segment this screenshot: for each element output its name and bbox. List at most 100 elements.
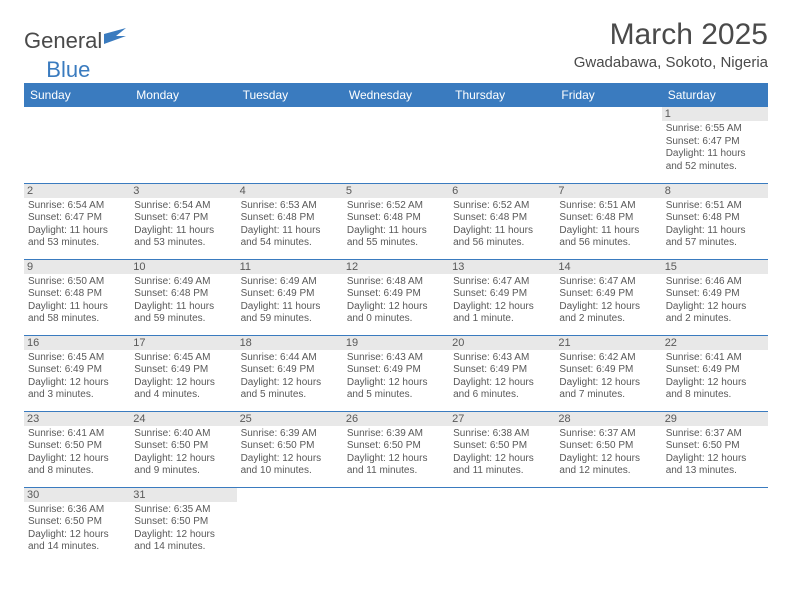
day-details: Sunrise: 6:52 AMSunset: 6:48 PMDaylight:… <box>347 200 445 250</box>
calendar-cell: 2 Sunrise: 6:54 AMSunset: 6:47 PMDaylight… <box>24 183 130 259</box>
day-details: Sunrise: 6:39 AMSunset: 6:50 PMDaylight:… <box>347 428 445 478</box>
day-details: Sunrise: 6:54 AMSunset: 6:47 PMDaylight:… <box>28 200 126 250</box>
weekday-header-row: Sunday Monday Tuesday Wednesday Thursday… <box>24 83 768 107</box>
day-number: 3 <box>130 184 236 198</box>
day-number: 7 <box>555 184 661 198</box>
day-details: Sunrise: 6:38 AMSunset: 6:50 PMDaylight:… <box>453 428 551 478</box>
calendar-cell <box>237 107 343 183</box>
calendar-row: 23Sunrise: 6:41 AMSunset: 6:50 PMDayligh… <box>24 411 768 487</box>
calendar-cell: 25 Sunrise: 6:39 AMSunset: 6:50 PMDayligh… <box>237 411 343 487</box>
day-number: 18 <box>237 336 343 350</box>
calendar-page: General March 2025 Gwadabawa, Sokoto, Ni… <box>0 0 792 563</box>
calendar-cell <box>343 107 449 183</box>
calendar-cell: 30 Sunrise: 6:36 AMSunset: 6:50 PMDayligh… <box>24 487 130 563</box>
calendar-cell: 14Sunrise: 6:47 AMSunset: 6:49 PMDayligh… <box>555 259 661 335</box>
weekday-header: Thursday <box>449 83 555 107</box>
day-number: 4 <box>237 184 343 198</box>
calendar-cell: 16Sunrise: 6:45 AMSunset: 6:49 PMDayligh… <box>24 335 130 411</box>
day-details: Sunrise: 6:39 AMSunset: 6:50 PMDaylight:… <box>241 428 339 478</box>
day-details: Sunrise: 6:51 AMSunset: 6:48 PMDaylight:… <box>559 200 657 250</box>
calendar-cell: 29Sunrise: 6:37 AMSunset: 6:50 PMDayligh… <box>662 411 768 487</box>
day-number: 9 <box>24 260 130 274</box>
day-number: 20 <box>449 336 555 350</box>
day-details: Sunrise: 6:37 AMSunset: 6:50 PMDaylight:… <box>559 428 657 478</box>
day-details: Sunrise: 6:51 AMSunset: 6:48 PMDaylight:… <box>666 200 764 250</box>
day-number: 25 <box>237 412 343 426</box>
logo-flag-icon <box>104 24 132 50</box>
calendar-table: Sunday Monday Tuesday Wednesday Thursday… <box>24 83 768 563</box>
weekday-header: Friday <box>555 83 661 107</box>
day-details: Sunrise: 6:43 AMSunset: 6:49 PMDaylight:… <box>453 352 551 402</box>
day-number: 2 <box>24 184 130 198</box>
weekday-header: Monday <box>130 83 236 107</box>
day-number: 30 <box>24 488 130 502</box>
calendar-cell <box>343 487 449 563</box>
day-number: 16 <box>24 336 130 350</box>
weekday-header: Saturday <box>662 83 768 107</box>
day-details: Sunrise: 6:42 AMSunset: 6:49 PMDaylight:… <box>559 352 657 402</box>
calendar-cell: 10Sunrise: 6:49 AMSunset: 6:48 PMDayligh… <box>130 259 236 335</box>
weekday-header: Sunday <box>24 83 130 107</box>
calendar-cell: 12 Sunrise: 6:48 AMSunset: 6:49 PMDayligh… <box>343 259 449 335</box>
calendar-cell: 21Sunrise: 6:42 AMSunset: 6:49 PMDayligh… <box>555 335 661 411</box>
day-number: 15 <box>662 260 768 274</box>
day-details: Sunrise: 6:41 AMSunset: 6:50 PMDaylight:… <box>28 428 126 478</box>
day-details: Sunrise: 6:40 AMSunset: 6:50 PMDaylight:… <box>134 428 232 478</box>
day-details: Sunrise: 6:55 AMSunset: 6:47 PMDaylight:… <box>666 123 764 173</box>
day-details: Sunrise: 6:52 AMSunset: 6:48 PMDaylight:… <box>453 200 551 250</box>
day-details: Sunrise: 6:46 AMSunset: 6:49 PMDaylight:… <box>666 276 764 326</box>
calendar-cell: 15 Sunrise: 6:46 AMSunset: 6:49 PMDayligh… <box>662 259 768 335</box>
day-number: 24 <box>130 412 236 426</box>
calendar-cell: 23Sunrise: 6:41 AMSunset: 6:50 PMDayligh… <box>24 411 130 487</box>
day-number: 17 <box>130 336 236 350</box>
calendar-cell: 9Sunrise: 6:50 AMSunset: 6:48 PMDaylight… <box>24 259 130 335</box>
day-number: 28 <box>555 412 661 426</box>
calendar-cell <box>555 107 661 183</box>
day-details: Sunrise: 6:48 AMSunset: 6:49 PMDaylight:… <box>347 276 445 326</box>
calendar-body: 1Sunrise: 6:55 AMSunset: 6:47 PMDaylight… <box>24 107 768 563</box>
day-number: 6 <box>449 184 555 198</box>
calendar-row: 2 Sunrise: 6:54 AMSunset: 6:47 PMDaylight… <box>24 183 768 259</box>
calendar-cell: 8 Sunrise: 6:51 AMSunset: 6:48 PMDaylight… <box>662 183 768 259</box>
calendar-cell: 26Sunrise: 6:39 AMSunset: 6:50 PMDayligh… <box>343 411 449 487</box>
day-number: 11 <box>237 260 343 274</box>
day-number: 29 <box>662 412 768 426</box>
day-number: 13 <box>449 260 555 274</box>
calendar-cell: 7 Sunrise: 6:51 AMSunset: 6:48 PMDaylight… <box>555 183 661 259</box>
calendar-cell: 20 Sunrise: 6:43 AMSunset: 6:49 PMDayligh… <box>449 335 555 411</box>
logo-text-right-wrap: GeneralBlue <box>24 57 768 83</box>
day-details: Sunrise: 6:45 AMSunset: 6:49 PMDaylight:… <box>134 352 232 402</box>
day-details: Sunrise: 6:47 AMSunset: 6:49 PMDaylight:… <box>559 276 657 326</box>
logo-text-right: Blue <box>46 57 90 82</box>
day-number: 31 <box>130 488 236 502</box>
logo: General <box>24 18 132 58</box>
calendar-cell <box>449 487 555 563</box>
weekday-header: Tuesday <box>237 83 343 107</box>
calendar-cell <box>555 487 661 563</box>
day-number: 5 <box>343 184 449 198</box>
calendar-cell: 4Sunrise: 6:53 AMSunset: 6:48 PMDaylight… <box>237 183 343 259</box>
calendar-cell: 3 Sunrise: 6:54 AMSunset: 6:47 PMDaylight… <box>130 183 236 259</box>
calendar-cell <box>662 487 768 563</box>
day-number: 27 <box>449 412 555 426</box>
calendar-row: 9Sunrise: 6:50 AMSunset: 6:48 PMDaylight… <box>24 259 768 335</box>
calendar-row: 30 Sunrise: 6:36 AMSunset: 6:50 PMDayligh… <box>24 487 768 563</box>
calendar-cell <box>130 107 236 183</box>
day-details: Sunrise: 6:43 AMSunset: 6:49 PMDaylight:… <box>347 352 445 402</box>
calendar-cell: 13Sunrise: 6:47 AMSunset: 6:49 PMDayligh… <box>449 259 555 335</box>
calendar-cell: 17 Sunrise: 6:45 AMSunset: 6:49 PMDayligh… <box>130 335 236 411</box>
calendar-cell <box>24 107 130 183</box>
day-number: 8 <box>662 184 768 198</box>
day-number: 12 <box>343 260 449 274</box>
day-number: 10 <box>130 260 236 274</box>
calendar-cell: 27 Sunrise: 6:38 AMSunset: 6:50 PMDayligh… <box>449 411 555 487</box>
calendar-cell: 31 Sunrise: 6:35 AMSunset: 6:50 PMDayligh… <box>130 487 236 563</box>
day-details: Sunrise: 6:35 AMSunset: 6:50 PMDaylight:… <box>134 504 232 554</box>
day-details: Sunrise: 6:36 AMSunset: 6:50 PMDaylight:… <box>28 504 126 554</box>
day-details: Sunrise: 6:44 AMSunset: 6:49 PMDaylight:… <box>241 352 339 402</box>
calendar-cell <box>237 487 343 563</box>
day-number: 22 <box>662 336 768 350</box>
day-details: Sunrise: 6:54 AMSunset: 6:47 PMDaylight:… <box>134 200 232 250</box>
calendar-cell: 6 Sunrise: 6:52 AMSunset: 6:48 PMDaylight… <box>449 183 555 259</box>
day-details: Sunrise: 6:41 AMSunset: 6:49 PMDaylight:… <box>666 352 764 402</box>
